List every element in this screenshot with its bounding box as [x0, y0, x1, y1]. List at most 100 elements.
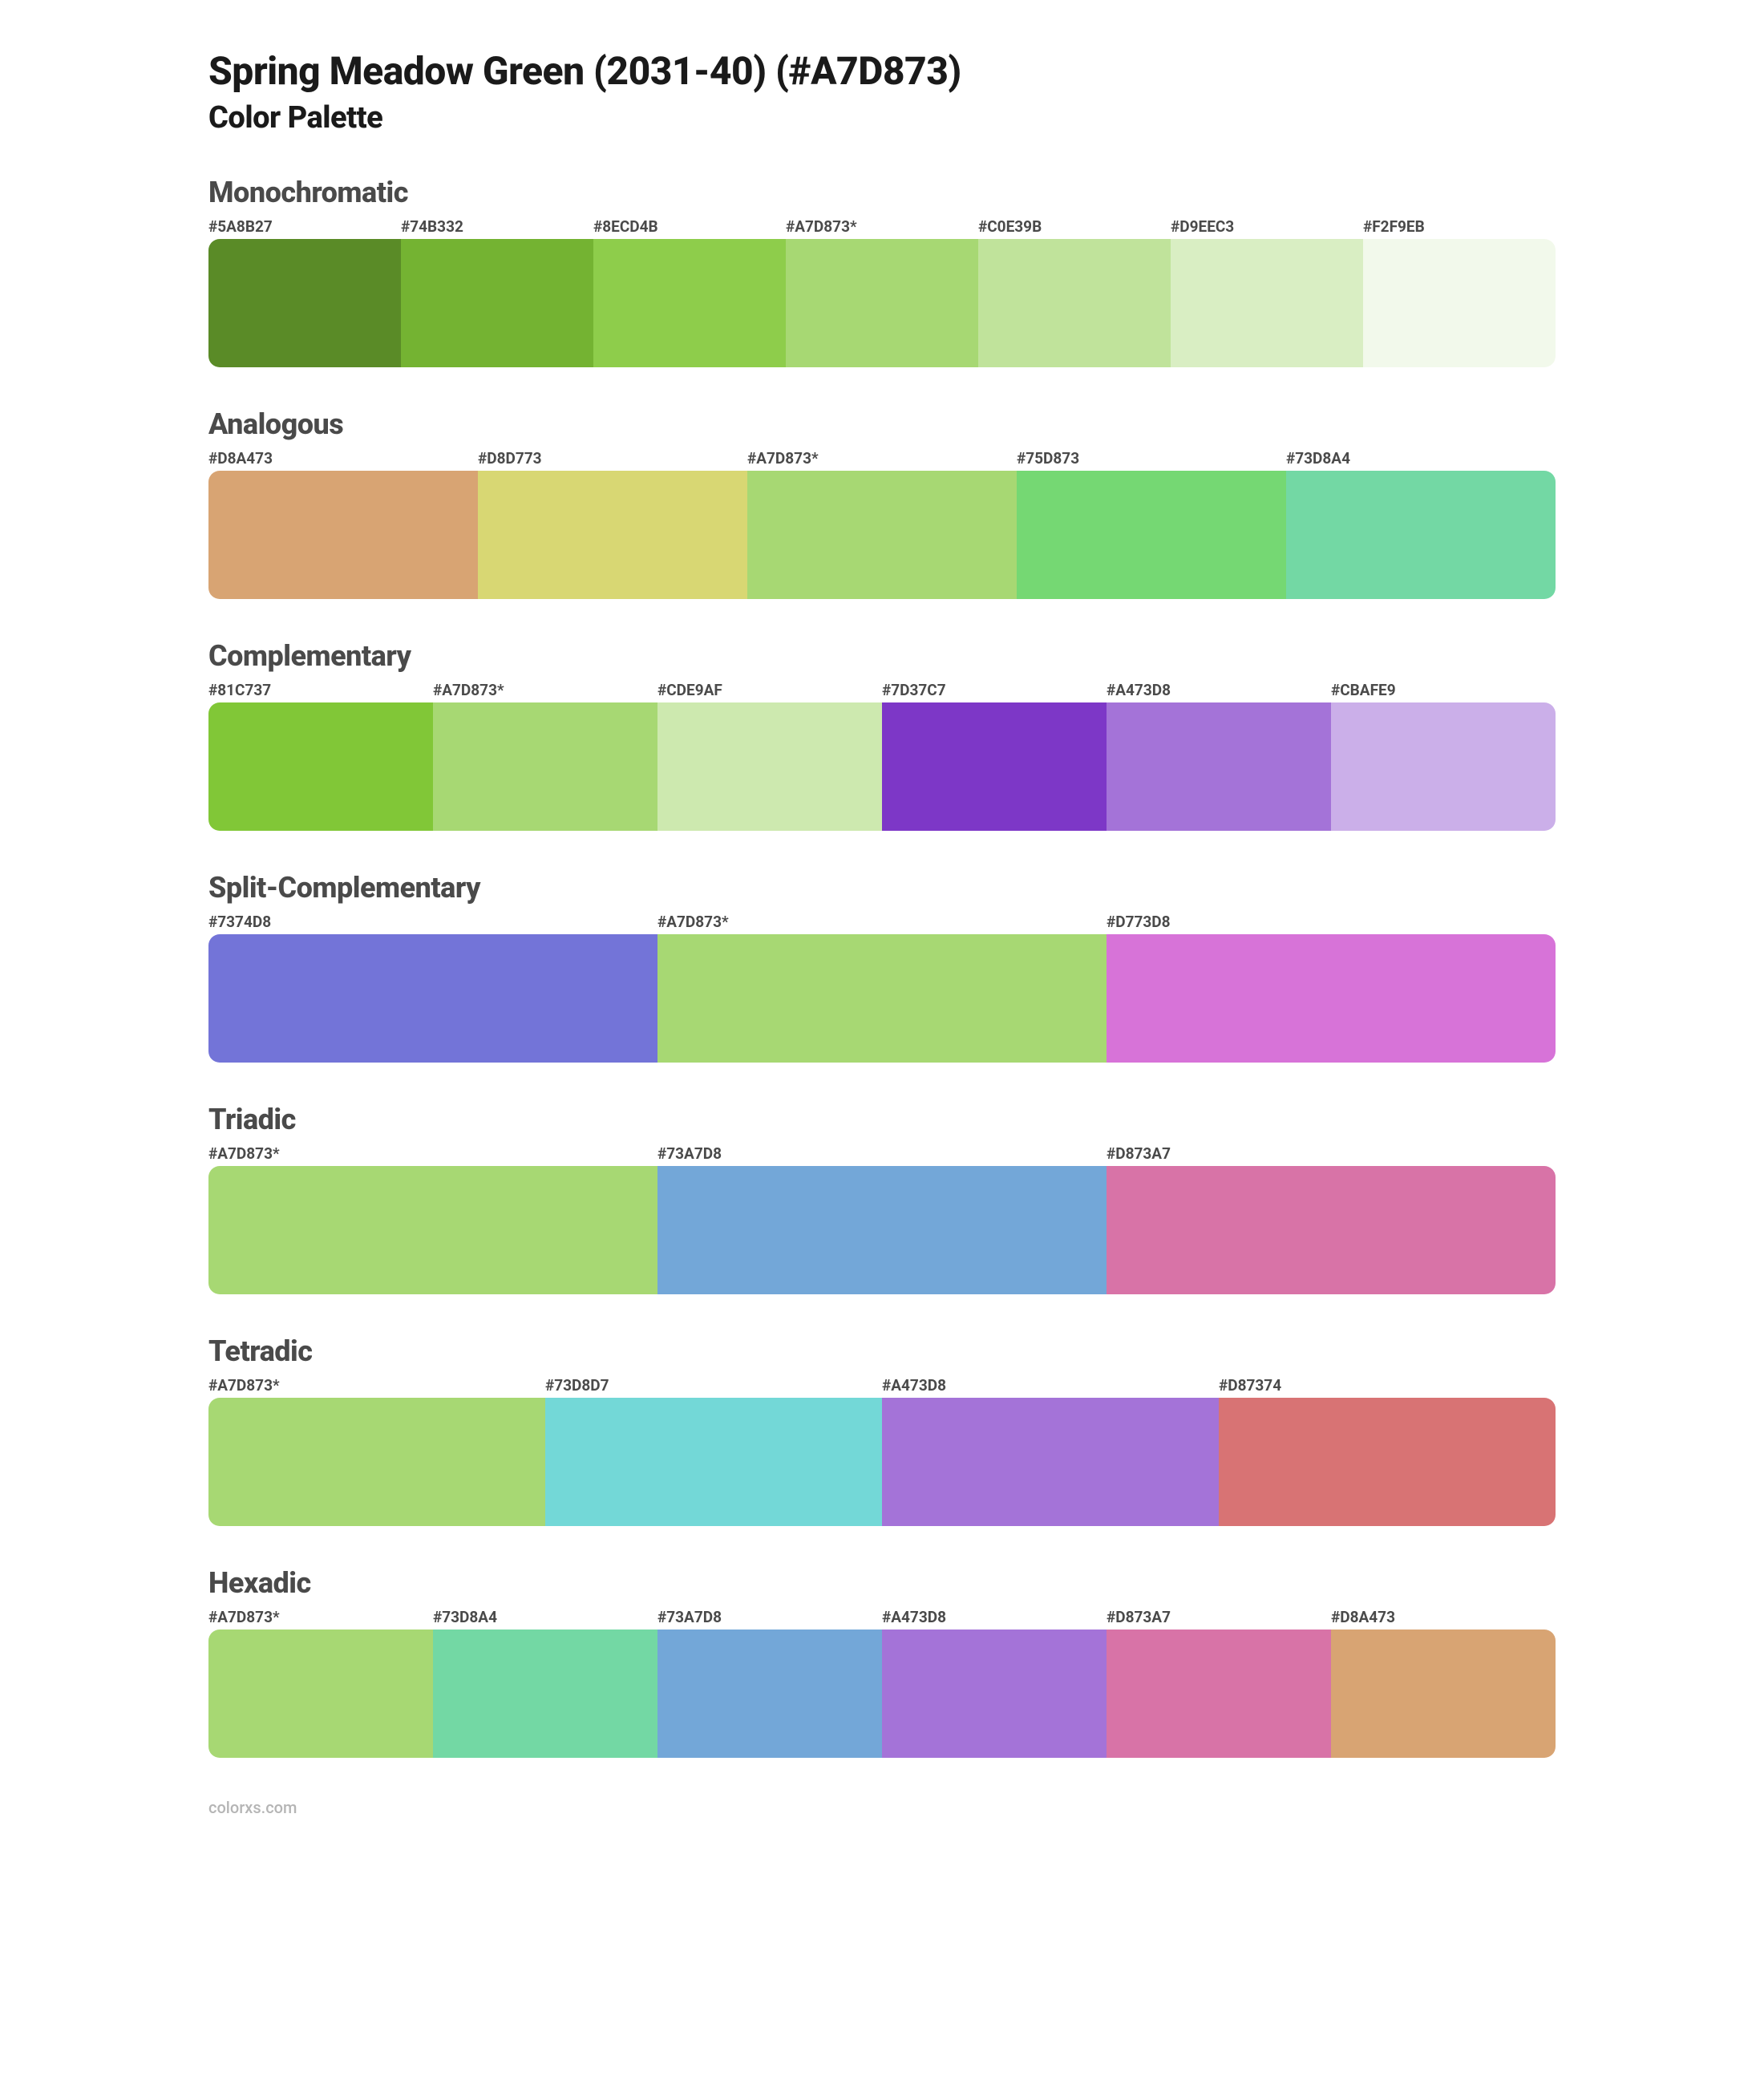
swatch-wrap: #D873A7	[1107, 1144, 1556, 1294]
swatch-row: #5A8B27#74B332#8ECD4B#A7D873*#C0E39B#D9E…	[208, 217, 1556, 367]
color-swatch[interactable]	[1331, 1630, 1556, 1758]
swatch-wrap: #D8A473	[208, 449, 478, 599]
color-swatch[interactable]	[545, 1398, 882, 1526]
swatch-wrap: #A473D8	[882, 1376, 1219, 1526]
swatch-row: #D8A473#D8D773#A7D873*#75D873#73D8A4	[208, 449, 1556, 599]
color-swatch[interactable]	[882, 1630, 1107, 1758]
swatch-row: #A7D873*#73D8A4#73A7D8#A473D8#D873A7#D8A…	[208, 1608, 1556, 1758]
swatch-label: #A7D873*	[657, 913, 1107, 931]
palette-section: Complementary#81C737#A7D873*#CDE9AF#7D37…	[208, 639, 1556, 831]
color-swatch[interactable]	[882, 1398, 1219, 1526]
swatch-label: #C0E39B	[978, 217, 1171, 236]
palette-section: Tetradic #A7D873*#73D8D7#A473D8#D87374	[208, 1334, 1556, 1526]
color-swatch[interactable]	[401, 239, 593, 367]
palette-section: Analogous #D8A473#D8D773#A7D873*#75D873#7…	[208, 407, 1556, 599]
swatch-label: #8ECD4B	[593, 217, 786, 236]
swatch-label: #73D8A4	[433, 1608, 657, 1626]
color-swatch[interactable]	[1286, 471, 1556, 599]
section-title: Tetradic	[208, 1334, 1556, 1368]
color-swatch[interactable]	[747, 471, 1017, 599]
swatch-row: #A7D873*#73A7D8#D873A7	[208, 1144, 1556, 1294]
footer-attribution: colorxs.com	[208, 1798, 1556, 1817]
sections-container: Monochromatic#5A8B27#74B332#8ECD4B#A7D87…	[208, 176, 1556, 1758]
swatch-label: #D9EEC3	[1171, 217, 1363, 236]
swatch-wrap: #A7D873*	[208, 1376, 545, 1526]
swatch-row: #7374D8#A7D873*#D773D8	[208, 913, 1556, 1063]
color-swatch[interactable]	[208, 1398, 545, 1526]
section-title: Split-Complementary	[208, 871, 1556, 905]
swatch-wrap: #D773D8	[1107, 913, 1556, 1063]
color-swatch[interactable]	[208, 1630, 433, 1758]
swatch-label: #D773D8	[1107, 913, 1556, 931]
swatch-wrap: #75D873	[1017, 449, 1286, 599]
palette-section: Hexadic #A7D873*#73D8A4#73A7D8#A473D8#D87…	[208, 1566, 1556, 1758]
color-swatch[interactable]	[433, 1630, 657, 1758]
swatch-label: #5A8B27	[208, 217, 401, 236]
color-swatch[interactable]	[657, 702, 882, 831]
swatch-label: #73A7D8	[657, 1144, 1107, 1163]
swatch-wrap: #CDE9AF	[657, 681, 882, 831]
swatch-row: #A7D873*#73D8D7#A473D8#D87374	[208, 1376, 1556, 1526]
color-swatch[interactable]	[657, 1630, 882, 1758]
swatch-wrap: #D8D773	[478, 449, 747, 599]
swatch-wrap: #A473D8	[1107, 681, 1331, 831]
page-title: Spring Meadow Green (2031-40) (#A7D873)	[208, 48, 1556, 94]
swatch-label: #7D37C7	[882, 681, 1107, 699]
swatch-label: #A7D873*	[747, 449, 1017, 468]
swatch-label: #F2F9EB	[1363, 217, 1556, 236]
swatch-label: #A473D8	[882, 1376, 1219, 1395]
swatch-label: #73A7D8	[657, 1608, 882, 1626]
swatch-wrap: #C0E39B	[978, 217, 1171, 367]
swatch-label: #D873A7	[1107, 1608, 1331, 1626]
swatch-wrap: #D873A7	[1107, 1608, 1331, 1758]
color-swatch[interactable]	[1107, 1630, 1331, 1758]
color-swatch[interactable]	[1171, 239, 1363, 367]
swatch-label: #A473D8	[1107, 681, 1331, 699]
section-title: Monochromatic	[208, 176, 1556, 209]
color-swatch[interactable]	[1331, 702, 1556, 831]
swatch-wrap: #A7D873*	[747, 449, 1017, 599]
color-swatch[interactable]	[208, 471, 478, 599]
swatch-wrap: #73D8D7	[545, 1376, 882, 1526]
palette-section: Monochromatic #5A8B27#74B332#8ECD4B#A7D87…	[208, 176, 1556, 367]
swatch-label: #73D8D7	[545, 1376, 882, 1395]
color-swatch[interactable]	[478, 471, 747, 599]
swatch-label: #D873A7	[1107, 1144, 1556, 1163]
swatch-label: #A7D873*	[208, 1608, 433, 1626]
swatch-label: #A7D873*	[786, 217, 978, 236]
color-swatch[interactable]	[657, 1166, 1107, 1294]
color-swatch[interactable]	[208, 934, 657, 1063]
color-swatch[interactable]	[1363, 239, 1556, 367]
swatch-wrap: #73D8A4	[433, 1608, 657, 1758]
swatch-label: #74B332	[401, 217, 593, 236]
swatch-label: #CBAFE9	[1331, 681, 1556, 699]
color-swatch[interactable]	[593, 239, 786, 367]
swatch-wrap: #73A7D8	[657, 1608, 882, 1758]
color-swatch[interactable]	[786, 239, 978, 367]
swatch-wrap: #8ECD4B	[593, 217, 786, 367]
swatch-wrap: #A7D873*	[433, 681, 657, 831]
section-title: Hexadic	[208, 1566, 1556, 1600]
color-swatch[interactable]	[1107, 934, 1556, 1063]
swatch-wrap: #D87374	[1219, 1376, 1556, 1526]
color-swatch[interactable]	[657, 934, 1107, 1063]
swatch-label: #A473D8	[882, 1608, 1107, 1626]
color-swatch[interactable]	[208, 239, 401, 367]
section-title: Analogous	[208, 407, 1556, 441]
color-swatch[interactable]	[1107, 702, 1331, 831]
swatch-wrap: #7D37C7	[882, 681, 1107, 831]
swatch-wrap: #73A7D8	[657, 1144, 1107, 1294]
color-swatch[interactable]	[208, 1166, 657, 1294]
color-swatch[interactable]	[882, 702, 1107, 831]
color-swatch[interactable]	[1107, 1166, 1556, 1294]
color-swatch[interactable]	[1017, 471, 1286, 599]
color-swatch[interactable]	[1219, 1398, 1556, 1526]
swatch-wrap: #A473D8	[882, 1608, 1107, 1758]
swatch-label: #75D873	[1017, 449, 1286, 468]
color-swatch[interactable]	[208, 702, 433, 831]
color-swatch[interactable]	[433, 702, 657, 831]
color-swatch[interactable]	[978, 239, 1171, 367]
swatch-wrap: #CBAFE9	[1331, 681, 1556, 831]
swatch-wrap: #D8A473	[1331, 1608, 1556, 1758]
swatch-wrap: #F2F9EB	[1363, 217, 1556, 367]
